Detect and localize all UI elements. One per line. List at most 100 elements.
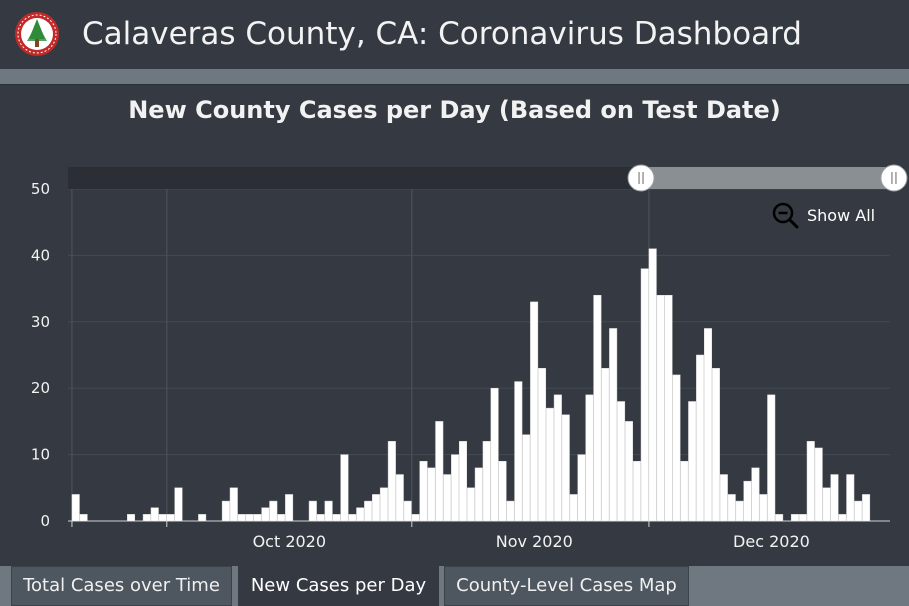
bar bbox=[498, 460, 507, 522]
bar bbox=[427, 467, 436, 522]
bar bbox=[743, 480, 752, 522]
bar bbox=[696, 354, 705, 522]
bar bbox=[862, 494, 871, 522]
app-title: Calaveras County, CA: Coronavirus Dashbo… bbox=[82, 16, 802, 52]
bar bbox=[711, 368, 720, 522]
bar bbox=[688, 401, 697, 522]
bar bbox=[158, 514, 167, 522]
bar bbox=[221, 500, 230, 522]
bar bbox=[356, 507, 365, 522]
bar bbox=[285, 494, 294, 522]
show-all-label: Show All bbox=[807, 205, 876, 225]
bar bbox=[585, 394, 594, 522]
bar bbox=[609, 328, 618, 522]
header-divider bbox=[0, 69, 909, 84]
bar bbox=[324, 500, 333, 522]
bar bbox=[458, 441, 467, 522]
bar bbox=[150, 507, 159, 522]
bar bbox=[577, 454, 586, 522]
cases-bar-chart: 0 10 20 30 40 50 Oct 2020 Nov 2020 Dec 2020 bbox=[31, 164, 908, 551]
bar bbox=[822, 487, 831, 522]
bar bbox=[656, 294, 665, 522]
bar bbox=[166, 514, 175, 522]
bar bbox=[411, 514, 420, 522]
show-all-button[interactable]: Show All bbox=[771, 201, 875, 229]
bar bbox=[553, 394, 562, 522]
county-seal-tree-icon bbox=[15, 12, 59, 56]
bar bbox=[854, 500, 863, 522]
bar bbox=[538, 368, 547, 522]
bar bbox=[522, 434, 531, 522]
bar bbox=[229, 487, 238, 522]
bar bbox=[466, 487, 475, 522]
bar bbox=[830, 474, 839, 522]
bar bbox=[719, 474, 728, 522]
bar bbox=[253, 514, 262, 522]
bar bbox=[237, 514, 246, 522]
bar bbox=[704, 328, 713, 522]
x-tick-label: Oct 2020 bbox=[253, 532, 326, 551]
bar bbox=[617, 401, 626, 522]
bar bbox=[561, 414, 570, 522]
tab-county-map[interactable]: County-Level Cases Map bbox=[444, 566, 689, 606]
y-tick-label: 0 bbox=[40, 512, 50, 530]
bar bbox=[798, 514, 807, 522]
bar bbox=[332, 514, 341, 522]
bar bbox=[514, 381, 523, 522]
bar bbox=[640, 268, 649, 522]
x-tick-label: Dec 2020 bbox=[733, 532, 810, 551]
bar bbox=[530, 301, 539, 522]
range-end-handle[interactable] bbox=[880, 164, 908, 192]
bar bbox=[379, 487, 388, 522]
bar bbox=[680, 460, 689, 522]
bar bbox=[198, 514, 207, 522]
bar bbox=[127, 514, 136, 522]
bar bbox=[624, 421, 633, 522]
bar bbox=[775, 514, 784, 522]
bar bbox=[403, 500, 412, 522]
bar bbox=[727, 494, 736, 522]
bar bbox=[751, 467, 760, 522]
bar bbox=[672, 374, 681, 522]
bar bbox=[814, 447, 823, 522]
bar bbox=[482, 441, 491, 522]
bar bbox=[364, 500, 373, 522]
range-selector-window[interactable] bbox=[641, 167, 894, 189]
bar bbox=[79, 514, 88, 522]
bar bbox=[387, 441, 396, 522]
bar bbox=[759, 494, 768, 522]
y-tick-label: 40 bbox=[31, 246, 50, 264]
bar bbox=[261, 507, 270, 522]
bar bbox=[838, 514, 847, 522]
bar bbox=[451, 454, 460, 522]
chart-title: New County Cases per Day (Based on Test … bbox=[128, 96, 781, 124]
x-tick-label: Nov 2020 bbox=[496, 532, 573, 551]
bar bbox=[395, 474, 404, 522]
bar bbox=[269, 500, 278, 522]
bar bbox=[648, 248, 657, 522]
y-tick-label: 20 bbox=[31, 379, 50, 397]
bar bbox=[593, 294, 602, 522]
tab-bar: Total Cases over Time New Cases per Day … bbox=[0, 566, 909, 606]
bar bbox=[632, 460, 641, 522]
zoom-out-icon bbox=[772, 202, 799, 229]
bar bbox=[340, 454, 349, 522]
tab-total-cases[interactable]: Total Cases over Time bbox=[11, 566, 232, 606]
bar bbox=[443, 474, 452, 522]
tab-new-cases[interactable]: New Cases per Day bbox=[238, 566, 439, 606]
bar bbox=[601, 368, 610, 522]
y-tick-label: 50 bbox=[31, 180, 50, 198]
app-header: Calaveras County, CA: Coronavirus Dashbo… bbox=[0, 0, 909, 69]
bar bbox=[308, 500, 317, 522]
bar bbox=[277, 514, 286, 522]
y-tick-label: 10 bbox=[31, 446, 50, 464]
bar bbox=[490, 387, 499, 522]
range-start-handle[interactable] bbox=[627, 164, 655, 192]
bar bbox=[569, 494, 578, 522]
bar bbox=[735, 500, 744, 522]
bar bbox=[506, 500, 515, 522]
bar bbox=[245, 514, 254, 522]
bar bbox=[474, 467, 483, 522]
bar bbox=[806, 441, 815, 522]
bar bbox=[316, 514, 325, 522]
